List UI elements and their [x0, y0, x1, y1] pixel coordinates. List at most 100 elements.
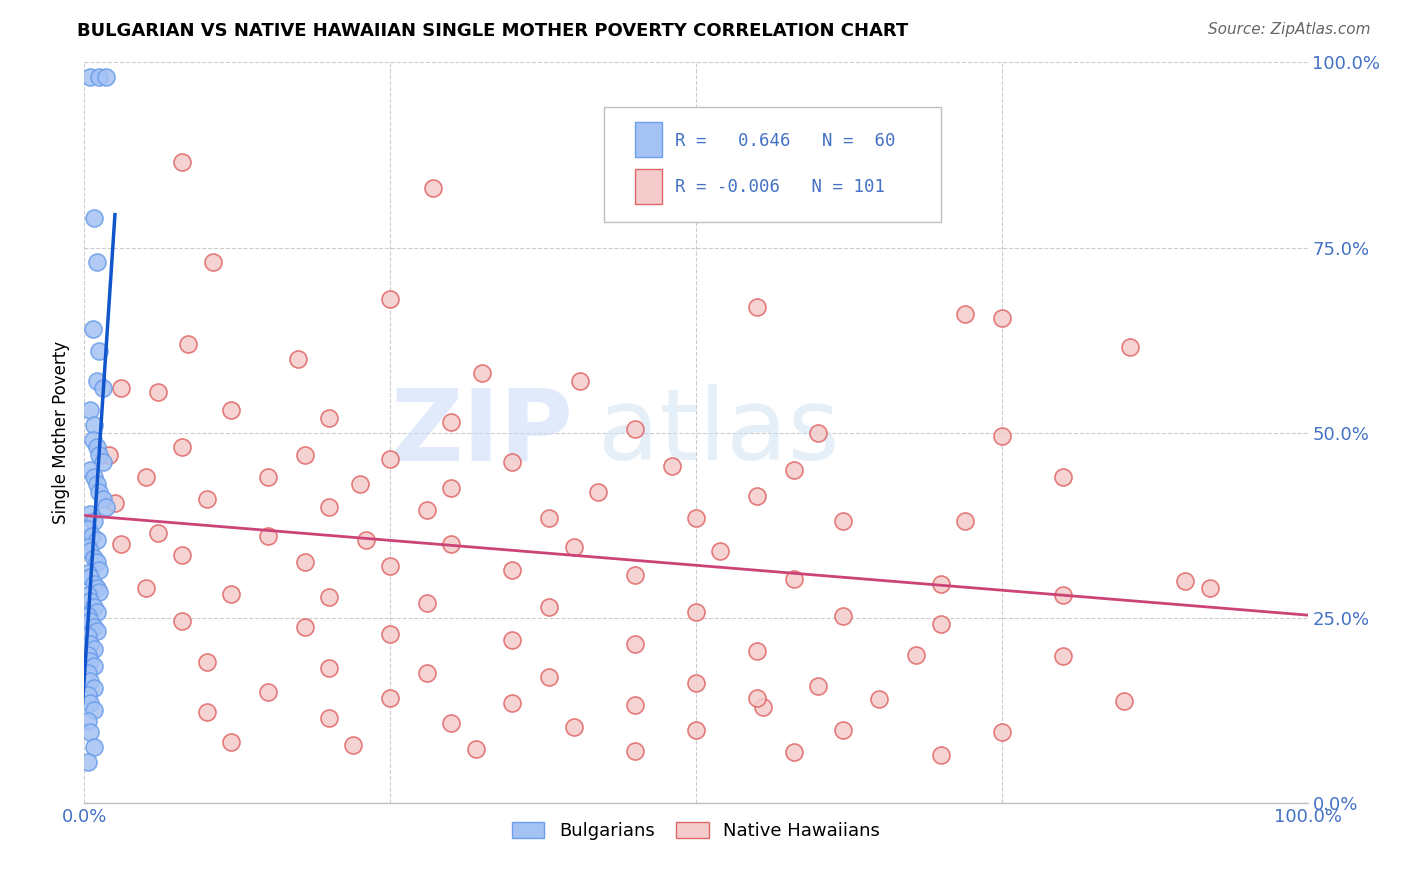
Point	[86, 255, 108, 269]
Point	[257, 685, 280, 699]
Point	[87, 484, 110, 499]
Point	[77, 522, 100, 536]
Point	[146, 525, 169, 540]
Point	[380, 451, 402, 466]
Point	[79, 637, 101, 651]
Point	[172, 548, 194, 562]
Point	[562, 720, 585, 734]
Point	[807, 425, 830, 440]
Point	[83, 681, 105, 695]
Point	[77, 755, 100, 769]
Point	[104, 496, 127, 510]
Point	[1052, 649, 1074, 664]
Point	[586, 484, 609, 499]
Point	[97, 448, 120, 462]
Text: BULGARIAN VS NATIVE HAWAIIAN SINGLE MOTHER POVERTY CORRELATION CHART: BULGARIAN VS NATIVE HAWAIIAN SINGLE MOTH…	[77, 22, 908, 40]
Point	[440, 715, 463, 730]
Point	[172, 441, 194, 455]
Point	[752, 699, 775, 714]
Point	[219, 403, 242, 417]
Point	[318, 410, 340, 425]
Point	[685, 605, 707, 619]
Text: Source: ZipAtlas.com: Source: ZipAtlas.com	[1208, 22, 1371, 37]
Point	[709, 544, 731, 558]
Point	[929, 747, 952, 762]
Point	[783, 746, 806, 760]
Point	[87, 70, 110, 85]
Point	[1052, 470, 1074, 484]
Point	[380, 690, 402, 705]
Point	[807, 679, 830, 693]
Point	[77, 666, 100, 681]
Point	[440, 481, 463, 495]
Point	[86, 477, 108, 491]
Point	[1198, 581, 1220, 595]
Point	[1114, 693, 1136, 707]
Point	[294, 448, 316, 462]
Point	[380, 293, 402, 307]
Point	[172, 155, 194, 169]
Point	[83, 740, 105, 755]
Point	[146, 384, 169, 399]
Point	[83, 418, 105, 433]
Point	[464, 742, 486, 756]
Point	[86, 605, 108, 619]
Point	[96, 500, 118, 514]
Point	[86, 581, 108, 595]
Point	[538, 670, 561, 684]
Point	[562, 541, 585, 555]
Point	[77, 648, 100, 662]
Point	[83, 599, 105, 614]
Point	[87, 448, 110, 462]
Point	[929, 577, 952, 591]
Point	[86, 624, 108, 638]
Point	[422, 181, 444, 195]
Point	[79, 70, 101, 85]
Point	[79, 403, 101, 417]
Point	[624, 744, 647, 758]
Text: atlas: atlas	[598, 384, 839, 481]
Point	[83, 703, 105, 717]
Y-axis label: Single Mother Poverty: Single Mother Poverty	[52, 341, 70, 524]
Point	[91, 381, 114, 395]
Point	[219, 587, 242, 601]
Point	[440, 415, 463, 429]
Point	[195, 706, 218, 720]
Point	[471, 367, 494, 381]
Point	[83, 470, 105, 484]
Point	[77, 541, 100, 555]
Point	[294, 619, 316, 633]
Point	[685, 723, 707, 738]
Point	[82, 433, 104, 447]
Point	[91, 455, 114, 469]
Point	[86, 441, 108, 455]
Point	[1174, 574, 1197, 588]
Point	[79, 725, 101, 739]
Point	[342, 738, 364, 752]
Point	[624, 567, 647, 582]
Point	[747, 300, 769, 314]
Point	[538, 599, 561, 614]
Point	[747, 644, 769, 658]
Point	[294, 555, 316, 569]
Point	[79, 594, 101, 608]
Point	[86, 374, 108, 388]
Point	[440, 536, 463, 550]
Point	[747, 489, 769, 503]
Point	[685, 510, 707, 524]
FancyBboxPatch shape	[605, 107, 941, 221]
Point	[201, 255, 224, 269]
Point	[195, 492, 218, 507]
Point	[77, 589, 100, 603]
Point	[624, 698, 647, 712]
Point	[1052, 589, 1074, 603]
Text: R =   0.646   N =  60: R = 0.646 N = 60	[675, 132, 896, 150]
Point	[83, 577, 105, 591]
Point	[79, 507, 101, 521]
Point	[172, 615, 194, 629]
Point	[135, 581, 157, 595]
Point	[79, 615, 101, 629]
Point	[87, 563, 110, 577]
Point	[416, 596, 439, 610]
Point	[661, 458, 683, 473]
